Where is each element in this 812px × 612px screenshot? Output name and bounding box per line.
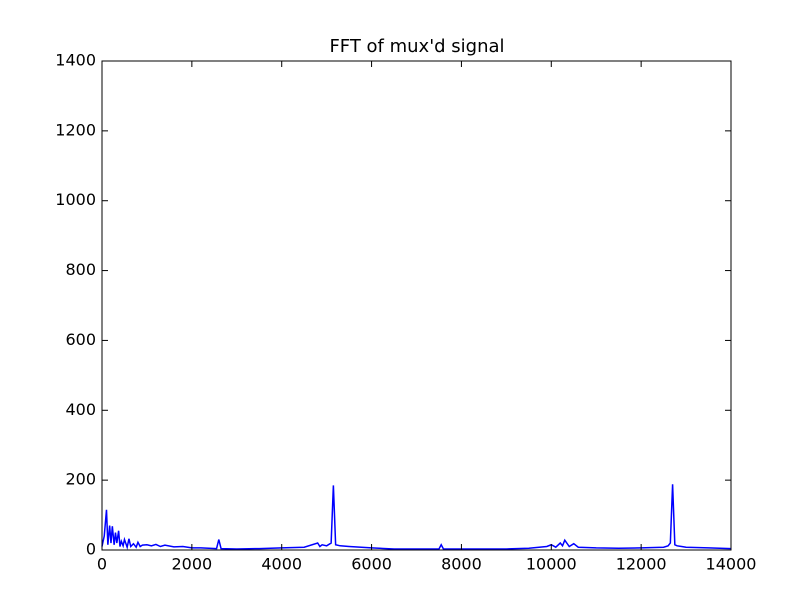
x-tick-label: 0 (97, 555, 107, 574)
y-tick-label: 1400 (55, 51, 96, 70)
x-tick-label: 6000 (351, 555, 392, 574)
y-tick-label: 1200 (55, 120, 96, 139)
x-tick-label: 14000 (706, 555, 757, 574)
x-tick-label: 10000 (526, 555, 577, 574)
x-tick-label: 8000 (441, 555, 482, 574)
x-tick-label: 2000 (171, 555, 212, 574)
y-tick-label: 0 (86, 540, 96, 559)
y-tick-label: 800 (65, 260, 96, 279)
chart-title: FFT of mux'd signal (329, 36, 504, 57)
y-tick-label: 200 (65, 470, 96, 489)
y-tick-label: 400 (65, 400, 96, 419)
y-tick-label: 600 (65, 330, 96, 349)
data-line (101, 484, 732, 550)
y-tick-label: 1000 (55, 190, 96, 209)
plot-frame (101, 60, 732, 551)
x-tick-label: 12000 (616, 555, 667, 574)
x-tick-label: 4000 (261, 555, 302, 574)
